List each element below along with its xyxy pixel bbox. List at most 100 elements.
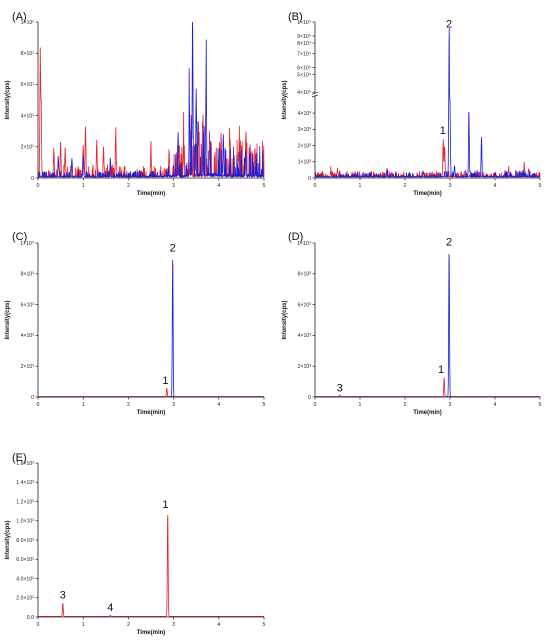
x-tick-label: 5: [263, 622, 266, 628]
x-tick-label: 3: [449, 402, 452, 408]
panel-4: (E) 0 1 2 3 4 5 0.0 2.0×10² 4.0×10² 6.0×10² 8.0×10²…: [5, 452, 266, 636]
axis-break: [312, 93, 318, 96]
y-tick-label: 4×10³: [298, 111, 312, 117]
y-tick-label: 8×10⁴: [297, 41, 311, 47]
y-tick-label: 1.6×10³: [16, 461, 34, 467]
y-tick-label: 4×10⁴: [297, 90, 311, 96]
series-red-line: [38, 515, 264, 617]
x-tick-label: 4: [217, 622, 220, 628]
y-tick-label: 4.0×10²: [16, 576, 34, 582]
x-tick-label: 2: [404, 183, 407, 189]
y-tick-label: 1×10⁴: [20, 241, 34, 247]
x-tick-label: 0: [37, 622, 40, 628]
y-tick-label: 6.0×10²: [16, 557, 34, 563]
series-blue-line: [314, 28, 541, 179]
panel-label: (D): [288, 231, 303, 243]
axis-break-mark: [311, 91, 319, 95]
y-tick-label: 8.0×10²: [16, 538, 34, 544]
panel-label: (E): [12, 452, 27, 464]
y-tick-label: 5×10⁴: [297, 72, 311, 78]
panel-1: (B) 0 1 2 3 4 5 0 1×10³ 2×10³ 3×10³ 4×10³ 4×10⁴ 5×10⁴…: [282, 11, 542, 197]
x-tick-label: 5: [539, 183, 542, 189]
y-tick-label: 1.2×10³: [16, 499, 34, 505]
y-axis-label: Intensity(cps): [5, 520, 11, 559]
y-tick-label: 4×10¹: [21, 113, 35, 119]
panel-0: (A) 0 1 2 3 4 5 0 2×10¹ 4×10¹ 6×10¹ 8×10¹ 1×10² Time(…: [5, 11, 266, 197]
axis-break-mark: [311, 94, 319, 98]
peak-label-1: 1: [438, 364, 444, 376]
panel-label: (A): [12, 11, 27, 23]
x-tick-label: 1: [82, 622, 85, 628]
y-tick-label: 1.4×10³: [16, 480, 34, 486]
panel-2: (C) 0 1 2 3 4 5 0 2×10³ 4×10³ 6×10³ 8×10³ 1×10⁴ Time(…: [5, 231, 266, 416]
y-tick-label: 2×10³: [21, 364, 35, 370]
y-tick-label: 0.0: [27, 615, 34, 621]
series-blue-line: [315, 253, 540, 398]
x-tick-label: 0: [37, 402, 40, 408]
series-red-line: [38, 388, 264, 397]
y-tick-label: 1×10⁴: [297, 20, 311, 26]
x-tick-label: 3: [172, 622, 175, 628]
y-tick-label: 6×10³: [298, 302, 312, 308]
peak-label-2: 2: [170, 242, 176, 254]
panel-label: (C): [12, 231, 27, 243]
x-tick-label: 1: [82, 183, 85, 189]
y-axis-label: Intensity(cps): [5, 300, 11, 339]
x-tick-label: 3: [172, 402, 175, 408]
x-axis-label: Time(min): [137, 630, 166, 636]
peak-label-3: 3: [60, 590, 66, 602]
y-tick-label: 0: [31, 176, 34, 182]
x-axis-label: Time(min): [413, 410, 442, 416]
y-tick-label: 6×10³: [21, 302, 35, 308]
x-tick-label: 2: [127, 622, 130, 628]
y-axis-label: Intensity(cps): [5, 80, 11, 119]
panel-3: (D) 0 1 2 3 4 5 0 2×10³ 4×10³ 6×10³ 8×10³ 1×10⁴ Time(…: [282, 231, 542, 416]
x-tick-label: 2: [127, 402, 130, 408]
x-tick-label: 0: [37, 183, 40, 189]
x-tick-label: 5: [263, 402, 266, 408]
y-tick-label: 8×10³: [21, 272, 35, 278]
y-tick-label: 8×10¹: [21, 51, 35, 57]
peak-label-2: 2: [446, 236, 452, 248]
x-axis-label: Time(min): [137, 410, 166, 416]
peak-label-1: 1: [162, 375, 168, 387]
y-tick-label: 7×10⁴: [297, 51, 311, 57]
y-tick-label: 2×10³: [298, 143, 312, 149]
x-tick-label: 3: [449, 183, 452, 189]
y-tick-label: 9×10⁴: [297, 34, 311, 40]
peak-label-4: 4: [107, 602, 113, 614]
series-red-line: [314, 139, 541, 178]
x-tick-label: 1: [359, 183, 362, 189]
y-tick-label: 3×10³: [298, 127, 312, 133]
x-tick-label: 5: [263, 183, 266, 189]
x-tick-label: 1: [359, 402, 362, 408]
peak-label-3: 3: [337, 383, 343, 395]
peak-label-1: 1: [162, 499, 168, 511]
y-axis-label: Intensity(cps): [282, 300, 288, 339]
peak-label-1: 1: [440, 125, 446, 137]
x-tick-label: 4: [217, 402, 220, 408]
y-tick-label: 8×10³: [298, 272, 312, 278]
y-axis-label: Intensity(cps): [282, 80, 288, 119]
x-axis-label: Time(min): [137, 191, 166, 197]
y-tick-label: 4×10³: [21, 333, 35, 339]
x-tick-label: 1: [82, 402, 85, 408]
y-tick-label: 2.0×10²: [16, 596, 34, 602]
x-tick-label: 4: [217, 183, 220, 189]
x-tick-label: 4: [494, 402, 497, 408]
y-tick-label: 2×10¹: [21, 145, 35, 151]
y-tick-label: 2×10³: [298, 364, 312, 370]
y-tick-label: 6×10⁴: [297, 65, 311, 71]
x-tick-label: 0: [314, 402, 317, 408]
y-tick-label: 0: [31, 395, 34, 401]
x-tick-label: 2: [404, 402, 407, 408]
y-tick-label: 6×10¹: [21, 82, 35, 88]
x-tick-label: 3: [172, 183, 175, 189]
y-tick-label: 1×10⁴: [297, 241, 311, 247]
series-blue-line: [38, 259, 264, 398]
x-tick-label: 4: [494, 183, 497, 189]
x-axis-label: Time(min): [413, 191, 442, 197]
y-tick-label: 1×10²: [21, 20, 35, 26]
peak-label-2: 2: [446, 18, 452, 30]
